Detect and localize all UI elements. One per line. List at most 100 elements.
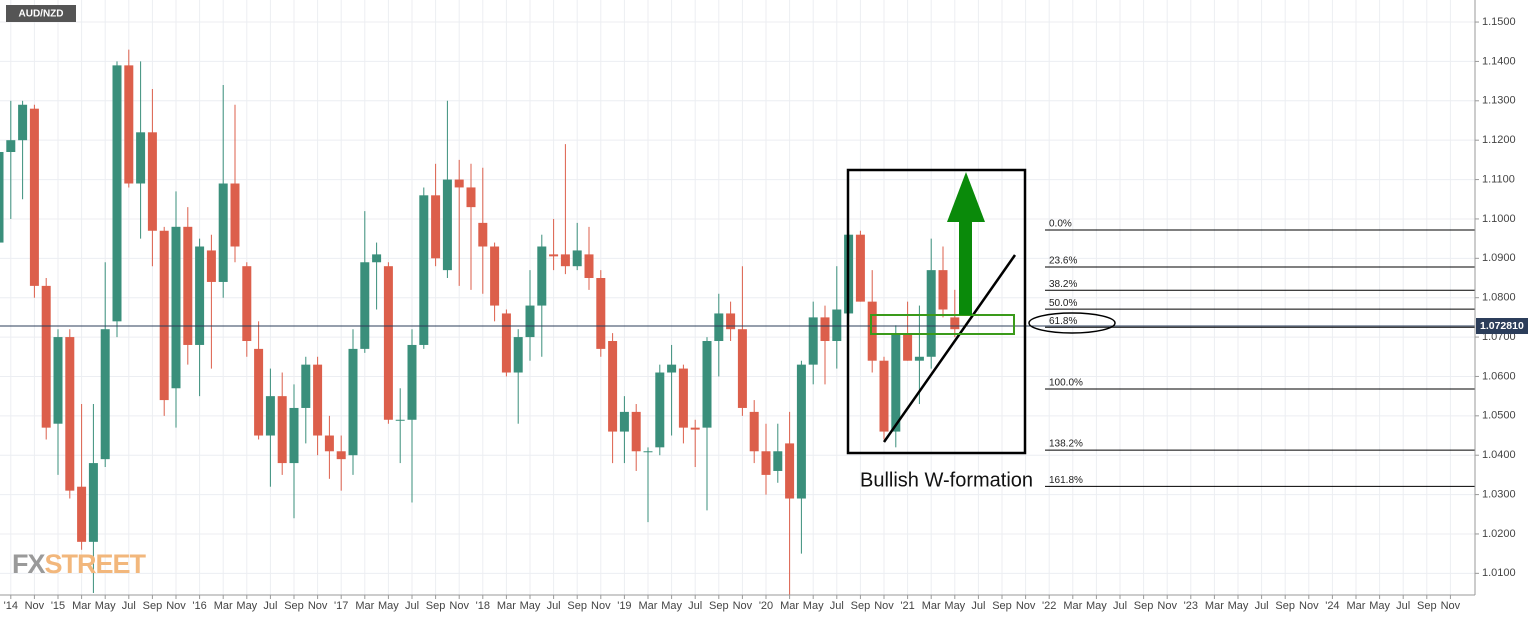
- candle-body: [938, 270, 948, 310]
- candle-body: [690, 427, 700, 430]
- x-tick-label: Sep: [1417, 600, 1437, 612]
- x-tick-label: Sep: [143, 600, 163, 612]
- candle-body: [466, 187, 476, 208]
- x-tick-label: May: [1228, 600, 1249, 612]
- x-tick-label: '23: [1184, 600, 1198, 612]
- x-tick-label: '15: [51, 600, 65, 612]
- candle-body: [714, 313, 724, 342]
- candle-body: [195, 246, 205, 345]
- trend-line: [882, 254, 1017, 443]
- candle-body: [6, 140, 16, 152]
- candle-body: [206, 250, 216, 282]
- x-tick-label: Jul: [405, 600, 419, 612]
- candles: [0, 49, 1475, 595]
- x-tick-label: Nov: [1016, 600, 1036, 612]
- x-tick-label: '20: [759, 600, 773, 612]
- x-tick-label: Nov: [1299, 600, 1319, 612]
- x-tick-label: Mar: [780, 600, 799, 612]
- candle-body: [254, 348, 264, 436]
- fib-label: 50.0%: [1049, 298, 1077, 309]
- x-tick-label: '22: [1042, 600, 1056, 612]
- x-tick-label: '16: [192, 600, 206, 612]
- y-tick-label: 1.1000: [1482, 213, 1516, 225]
- candle-body: [655, 372, 665, 448]
- candle-body: [737, 329, 747, 408]
- x-tick-label: May: [236, 600, 257, 612]
- candle-body: [572, 250, 582, 267]
- annotation: Bullish W-formation: [860, 469, 1033, 491]
- x-tick-label: Mar: [1347, 600, 1366, 612]
- fib-label: 61.8%: [1049, 316, 1077, 327]
- x-tick-label: May: [661, 600, 682, 612]
- candle-body: [112, 65, 122, 322]
- candle-body: [171, 226, 181, 389]
- fibonacci: 0.0% 23.6% 38.2% 50.0% 61.8% 100.0% 138.2% 161.…: [1045, 219, 1475, 487]
- y-tick-label: 1.1100: [1482, 173, 1515, 185]
- x-tick-label: May: [1086, 600, 1107, 612]
- candle-body: [277, 396, 287, 464]
- x-tick-label: Sep: [1275, 600, 1295, 612]
- x-tick-label: Nov: [1441, 600, 1461, 612]
- candle-body: [348, 348, 358, 456]
- candle-body: [773, 451, 783, 471]
- candle-body: [159, 230, 169, 401]
- x-tick-label: Nov: [874, 600, 894, 612]
- x-tick-label: Sep: [709, 600, 729, 612]
- x-tick-label: Sep: [1134, 600, 1154, 612]
- y-tick-label: 1.0200: [1482, 528, 1516, 540]
- candle-body: [608, 341, 618, 432]
- fib-label: 23.6%: [1049, 256, 1077, 267]
- candle-body: [431, 195, 441, 259]
- candle-body: [855, 234, 865, 302]
- y-tick-label: 1.0900: [1482, 252, 1516, 264]
- fib-label: 38.2%: [1049, 279, 1077, 290]
- x-tick-label: Nov: [25, 600, 45, 612]
- x-tick-label: Mar: [497, 600, 516, 612]
- candle-body: [702, 341, 712, 428]
- candle-body: [289, 407, 299, 464]
- candle-body: [242, 266, 252, 342]
- chart-title: AUD/NZD: [19, 9, 64, 20]
- x-tick-label: May: [378, 600, 399, 612]
- candle-body: [124, 65, 134, 184]
- arrow-head: [947, 172, 985, 222]
- candle-body: [631, 411, 641, 452]
- x-tick-label: Sep: [567, 600, 587, 612]
- x-tick-label: Nov: [733, 600, 753, 612]
- last-price-box: [1476, 318, 1528, 335]
- x-tick-label: '24: [1325, 600, 1339, 612]
- x-tick-label: May: [944, 600, 965, 612]
- candle-body: [372, 254, 382, 263]
- candle-body: [313, 364, 323, 436]
- candle-body: [678, 368, 688, 428]
- x-tick-label: Sep: [851, 600, 871, 612]
- y-tick-label: 1.0800: [1482, 292, 1516, 304]
- x-tick-label: Jul: [547, 600, 561, 612]
- grid: [0, 0, 1475, 595]
- x-tick-label: Jul: [971, 600, 985, 612]
- candle-body: [549, 254, 559, 257]
- candle-body: [537, 246, 547, 306]
- candle-body: [820, 317, 830, 342]
- candle-body: [383, 266, 393, 420]
- candle-body: [525, 305, 535, 338]
- candle-body: [395, 419, 405, 421]
- candle-body: [100, 329, 110, 460]
- candle-body: [596, 278, 606, 349]
- candle-body: [265, 396, 275, 436]
- candle-body: [183, 226, 193, 345]
- candle-body: [324, 435, 334, 452]
- x-tick-label: Nov: [166, 600, 186, 612]
- candle-body: [785, 443, 795, 499]
- watermark-street: STREET: [45, 549, 147, 579]
- fib-label: 138.2%: [1049, 439, 1083, 450]
- title-box: [6, 5, 76, 22]
- candle-body: [230, 183, 240, 247]
- x-tick-label: Mar: [1205, 600, 1224, 612]
- x-tick-label: Nov: [449, 600, 469, 612]
- x-tick-label: '17: [334, 600, 348, 612]
- candle-body: [832, 309, 842, 342]
- axes: 1.0100 1.0200 1.0300 1.0400 1.0500 1.0600 1.07…: [4, 16, 1528, 612]
- candle-body: [77, 486, 87, 542]
- x-tick-label: '21: [900, 600, 914, 612]
